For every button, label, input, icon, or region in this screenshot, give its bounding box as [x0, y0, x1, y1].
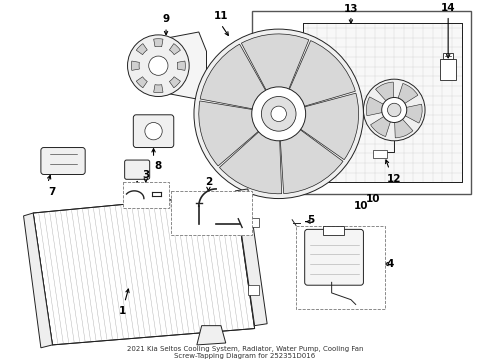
Circle shape	[252, 87, 306, 141]
Wedge shape	[370, 116, 391, 136]
Circle shape	[149, 56, 168, 75]
Bar	[248, 218, 259, 228]
Text: 12: 12	[387, 175, 401, 184]
Text: 5: 5	[308, 215, 315, 225]
Circle shape	[388, 103, 401, 117]
Text: 2: 2	[205, 177, 212, 187]
Polygon shape	[24, 213, 52, 348]
Bar	[303, 23, 462, 182]
Bar	[122, 182, 169, 208]
Bar	[252, 11, 471, 194]
Wedge shape	[136, 44, 147, 55]
Text: 10: 10	[354, 202, 369, 211]
Wedge shape	[297, 93, 359, 160]
Text: Screw-Tapping Diagram for 252351D016: Screw-Tapping Diagram for 252351D016	[174, 352, 316, 359]
Wedge shape	[404, 104, 422, 123]
Bar	[323, 225, 344, 235]
Bar	[303, 23, 462, 182]
Bar	[171, 191, 252, 235]
Text: 4: 4	[387, 259, 394, 269]
Text: 7: 7	[48, 187, 55, 197]
Wedge shape	[394, 118, 413, 138]
Wedge shape	[398, 84, 418, 104]
Bar	[296, 225, 385, 309]
Wedge shape	[199, 101, 262, 166]
Text: 8: 8	[155, 161, 162, 171]
Text: 14: 14	[441, 3, 456, 13]
Wedge shape	[131, 61, 139, 70]
Wedge shape	[288, 41, 355, 108]
Circle shape	[145, 122, 162, 140]
Text: 10: 10	[366, 194, 380, 203]
Bar	[373, 150, 387, 158]
Text: 3: 3	[142, 170, 149, 180]
Circle shape	[271, 106, 286, 122]
Wedge shape	[200, 44, 268, 110]
Circle shape	[382, 98, 407, 122]
Circle shape	[127, 35, 189, 96]
Text: 2021 Kia Seltos Cooling System, Radiator, Water Pump, Cooling Fan: 2021 Kia Seltos Cooling System, Radiator…	[127, 346, 363, 352]
Polygon shape	[33, 194, 255, 345]
Wedge shape	[220, 129, 282, 194]
Wedge shape	[170, 44, 180, 55]
Wedge shape	[375, 82, 394, 102]
Text: 9: 9	[163, 14, 170, 24]
Polygon shape	[235, 189, 267, 326]
Circle shape	[194, 29, 364, 199]
Text: 13: 13	[343, 4, 358, 14]
FancyBboxPatch shape	[133, 115, 174, 148]
Text: 1: 1	[119, 306, 126, 316]
Bar	[248, 285, 259, 295]
Wedge shape	[242, 34, 309, 94]
Wedge shape	[154, 39, 163, 47]
Text: 6: 6	[138, 192, 146, 202]
Wedge shape	[154, 85, 163, 93]
Bar	[443, 53, 453, 59]
Text: 11: 11	[214, 12, 228, 21]
Wedge shape	[367, 97, 384, 116]
Wedge shape	[280, 127, 343, 194]
Polygon shape	[163, 32, 206, 99]
Wedge shape	[170, 77, 180, 88]
Circle shape	[261, 96, 296, 131]
Polygon shape	[197, 326, 226, 345]
Wedge shape	[136, 77, 147, 88]
Circle shape	[364, 79, 425, 141]
FancyBboxPatch shape	[124, 160, 149, 179]
Bar	[441, 59, 456, 80]
FancyBboxPatch shape	[41, 148, 85, 175]
Wedge shape	[177, 61, 185, 70]
FancyBboxPatch shape	[305, 229, 364, 285]
